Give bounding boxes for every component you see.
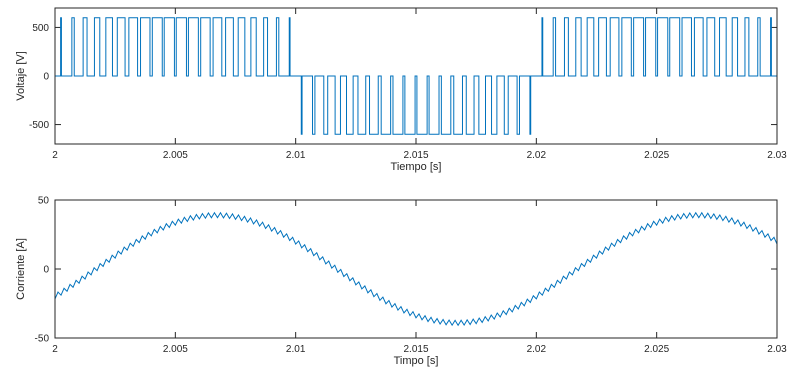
y-tick-label: -50 <box>35 334 50 345</box>
y-tick-label: 500 <box>32 23 49 34</box>
x-tick-label: 2 <box>52 344 58 355</box>
current-x-axis-label: Timpo [s] <box>394 355 439 367</box>
current-plot: 2 2.005 2.01 2.015 2.02 2.025 2.03 -50 0 50 Timp… <box>15 196 787 368</box>
current-series-line <box>54 211 778 327</box>
voltage-x-tick-labels: 2 2.005 2.01 2.015 2.02 2.025 2.03 <box>52 150 787 161</box>
x-tick-label: 2.025 <box>644 344 669 355</box>
x-tick-label: 2 <box>52 150 58 161</box>
x-tick-label: 2.005 <box>163 344 188 355</box>
current-y-axis-label: Corriente [A] <box>15 238 27 300</box>
y-tick-label: -500 <box>29 120 49 131</box>
x-tick-label: 2.03 <box>767 344 787 355</box>
y-tick-label: 0 <box>43 265 49 276</box>
x-tick-label: 2.02 <box>527 344 547 355</box>
x-tick-label: 2.015 <box>403 150 428 161</box>
current-axes-frame <box>54 199 778 339</box>
current-y-tick-labels: -50 0 50 <box>35 196 50 345</box>
voltage-y-tick-labels: -500 0 500 <box>29 23 49 131</box>
x-tick-label: 2.025 <box>644 150 669 161</box>
voltage-plot: 2 2.005 2.01 2.015 2.02 2.025 2.03 -500 0 500 Ti… <box>15 7 787 173</box>
x-tick-label: 2.03 <box>767 150 787 161</box>
voltage-x-axis-label: Tiempo [s] <box>391 161 442 173</box>
x-tick-label: 2.01 <box>286 344 306 355</box>
x-tick-label: 2.01 <box>286 150 306 161</box>
y-tick-label: 0 <box>43 72 49 83</box>
x-tick-label: 2.015 <box>403 344 428 355</box>
current-x-tick-labels: 2 2.005 2.01 2.015 2.02 2.025 2.03 <box>52 344 787 355</box>
x-tick-label: 2.005 <box>163 150 188 161</box>
x-tick-label: 2.02 <box>527 150 547 161</box>
y-tick-label: 50 <box>38 196 50 207</box>
voltage-series-line <box>55 17 777 135</box>
voltage-y-axis-label: Voltaje [V] <box>15 51 27 101</box>
voltage-axes-frame <box>54 7 778 145</box>
